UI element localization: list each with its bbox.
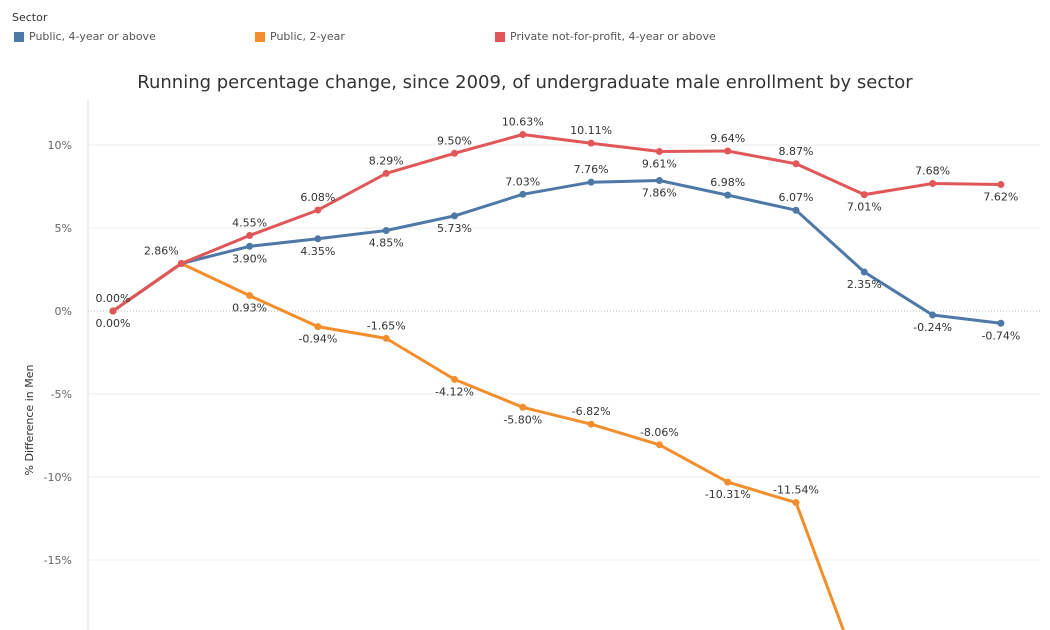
legend-label: Private not-for-profit, 4-year or above [510, 30, 716, 43]
y-tick-label: 10% [48, 139, 72, 152]
data-label: 2.35% [847, 278, 882, 291]
data-label: -0.24% [913, 321, 952, 334]
legend-label: Public, 2-year [270, 30, 345, 43]
data-label: -1.65% [367, 319, 406, 332]
legend-title: Sector [12, 11, 48, 24]
series-line [112, 133, 1001, 313]
data-point [997, 319, 1005, 327]
data-label: 7.86% [642, 187, 677, 200]
data-point [451, 212, 458, 220]
data-label: -4.12% [435, 385, 474, 398]
data-point [929, 311, 937, 319]
data-point [246, 292, 254, 300]
data-point [655, 147, 663, 155]
data-label: 2.86% [144, 245, 179, 258]
data-label: 0.93% [232, 302, 267, 315]
data-label: 4.55% [232, 216, 267, 229]
legend-swatch [14, 31, 24, 42]
data-label: 3.90% [232, 252, 267, 265]
data-label: -6.82% [572, 405, 611, 418]
data-point [519, 131, 527, 139]
data-label: 9.64% [710, 132, 745, 145]
y-tick-label: -5% [51, 388, 72, 401]
y-tick-label: 5% [55, 222, 72, 235]
data-point [997, 181, 1005, 189]
data-label: -8.06% [640, 426, 679, 439]
data-label: -10.31% [705, 488, 751, 501]
data-label: 4.85% [369, 236, 404, 249]
legend-item-public-2-year[interactable]: Public, 2-year [255, 30, 345, 43]
legend-label: Public, 4-year or above [29, 30, 156, 43]
data-label: 6.98% [710, 176, 745, 189]
data-label: 8.87% [779, 145, 814, 158]
data-point [314, 206, 322, 214]
data-point [792, 160, 800, 168]
data-point [655, 441, 663, 449]
data-label: -0.94% [298, 333, 337, 346]
data-label: 7.68% [915, 165, 950, 178]
data-label: 4.35% [300, 245, 335, 258]
legend-item-private-nonprofit[interactable]: Private not-for-profit, 4-year or above [495, 30, 716, 43]
data-label: 10.63% [502, 116, 544, 129]
series-line [112, 179, 1002, 325]
data-point [792, 206, 800, 214]
data-point [860, 268, 868, 276]
data-point [792, 499, 800, 507]
data-label: -11.54% [773, 484, 819, 497]
legend-swatch [495, 31, 505, 42]
data-point [177, 260, 185, 268]
data-point [109, 307, 117, 315]
data-label: 7.62% [983, 191, 1018, 204]
data-point [382, 226, 390, 234]
data-point [929, 180, 937, 188]
series-line [112, 262, 845, 630]
data-point [314, 235, 322, 243]
y-tick-label: -10% [44, 471, 72, 484]
data-point [451, 375, 458, 383]
data-label: 0.00% [96, 317, 131, 330]
data-point [519, 190, 527, 198]
y-axis-label: % Difference in Men [23, 365, 36, 476]
data-point [587, 178, 595, 186]
data-label: -0.74% [981, 329, 1020, 342]
data-label: 0.00% [96, 292, 131, 305]
data-label: 5.73% [437, 222, 472, 235]
data-label: 6.08% [300, 191, 335, 204]
data-label: 9.50% [437, 134, 472, 147]
data-label: 6.07% [779, 191, 814, 204]
chart-title: Running percentage change, since 2009, o… [137, 72, 913, 93]
data-point [724, 478, 732, 486]
data-label: 8.29% [369, 154, 404, 167]
legend-item-public-4-year[interactable]: Public, 4-year or above [14, 30, 156, 43]
data-point [246, 231, 254, 239]
data-point [587, 420, 595, 428]
data-point [382, 334, 390, 342]
data-point [314, 323, 322, 331]
data-label: 9.61% [642, 157, 677, 170]
data-point [587, 139, 595, 147]
data-label: 7.76% [574, 163, 609, 176]
data-label: -5.80% [503, 413, 542, 426]
data-point [451, 149, 458, 157]
data-point [724, 147, 732, 155]
data-point [860, 191, 868, 199]
data-label: 7.01% [847, 201, 882, 214]
y-tick-label: 0% [55, 305, 72, 318]
data-label: 10.11% [570, 124, 612, 137]
data-point [724, 191, 732, 199]
data-point [382, 169, 390, 177]
legend-swatch [255, 31, 265, 42]
data-label: 7.03% [505, 175, 540, 188]
data-point [246, 242, 254, 250]
data-point [655, 177, 663, 185]
data-point [519, 403, 527, 411]
y-tick-label: -15% [44, 554, 72, 567]
